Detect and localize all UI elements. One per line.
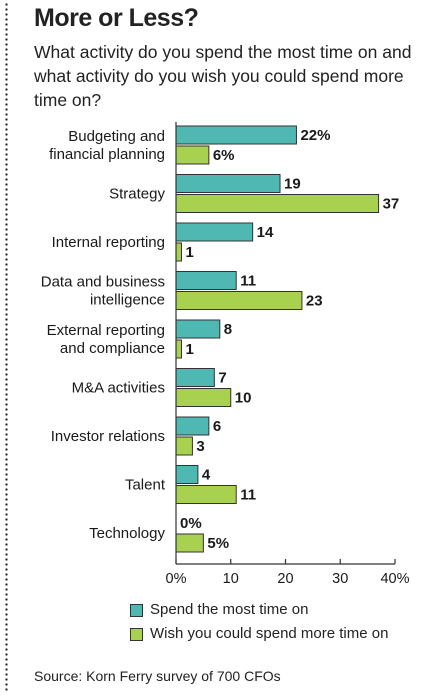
value-label: 11 [240,487,256,504]
bar-spend [175,319,221,339]
value-label: 5% [207,535,229,552]
category-label: Investor relations [51,428,165,445]
legend-label-spend: Spend the most time on [150,601,309,618]
chart-subtitle: What activity do you spend the most time… [34,42,412,110]
bar-spend [175,271,237,290]
legend-item-spend: Spend the most time on [130,598,388,622]
category-label: Talent [125,477,166,494]
category-label: intelligence [90,292,165,309]
category-label: financial planning [49,146,165,163]
bar-wish [175,533,204,553]
value-label: 3 [196,438,204,455]
x-tick-label: 40% [380,571,409,587]
value-label: 6% [213,147,235,164]
value-label: 14 [257,224,274,241]
bar-spend [175,416,210,436]
legend-item-wish: Wish you could spend more time on [130,622,388,646]
bar-spend [175,125,297,145]
value-label: 1 [185,244,193,261]
dotted-border [5,2,8,692]
value-label: 0% [180,515,202,532]
bar-wish [175,436,193,456]
value-label: 11 [240,273,256,290]
category-label: External reporting [47,322,165,339]
legend-label-wish: Wish you could spend more time on [150,625,389,642]
bar-wish [175,485,237,504]
bar-wish [175,388,232,407]
value-label: 22% [300,127,330,144]
bar-spend [175,174,281,193]
chart-title: More or Less? [34,4,199,32]
category-label: M&A activities [72,380,165,397]
legend-swatch-spend [130,604,143,617]
bar-wish [175,242,182,262]
category-label: Technology [89,525,165,542]
value-label: 19 [284,176,301,193]
x-tick-label: 0% [166,571,187,587]
category-label: Data and business [41,274,165,291]
value-label: 4 [202,467,211,484]
x-tick-label: 20 [277,571,293,587]
x-tick-label: 10 [223,571,239,587]
value-label: 10 [235,390,252,407]
legend-swatch-wish [130,628,143,641]
bar-spend [175,222,254,242]
value-label: 23 [306,293,323,310]
bar-wish [175,291,303,310]
bar-wish [175,339,182,359]
bar-wish [175,145,210,165]
category-label: Strategy [109,186,165,203]
category-label: Internal reporting [52,234,165,251]
value-label: 1 [185,341,193,358]
source-note: Source: Korn Ferry survey of 700 CFOs [34,668,281,684]
value-label: 8 [224,321,232,338]
value-label: 37 [383,196,400,213]
legend: Spend the most time on Wish you could sp… [130,598,388,646]
category-label: and compliance [60,340,165,357]
category-label: Budgeting and [68,128,165,145]
bar-wish [175,194,380,213]
bar-spend [175,368,215,387]
value-label: 6 [213,418,221,435]
value-label: 7 [218,370,226,387]
x-tick-label: 30 [332,571,348,587]
bar-spend [175,465,199,484]
